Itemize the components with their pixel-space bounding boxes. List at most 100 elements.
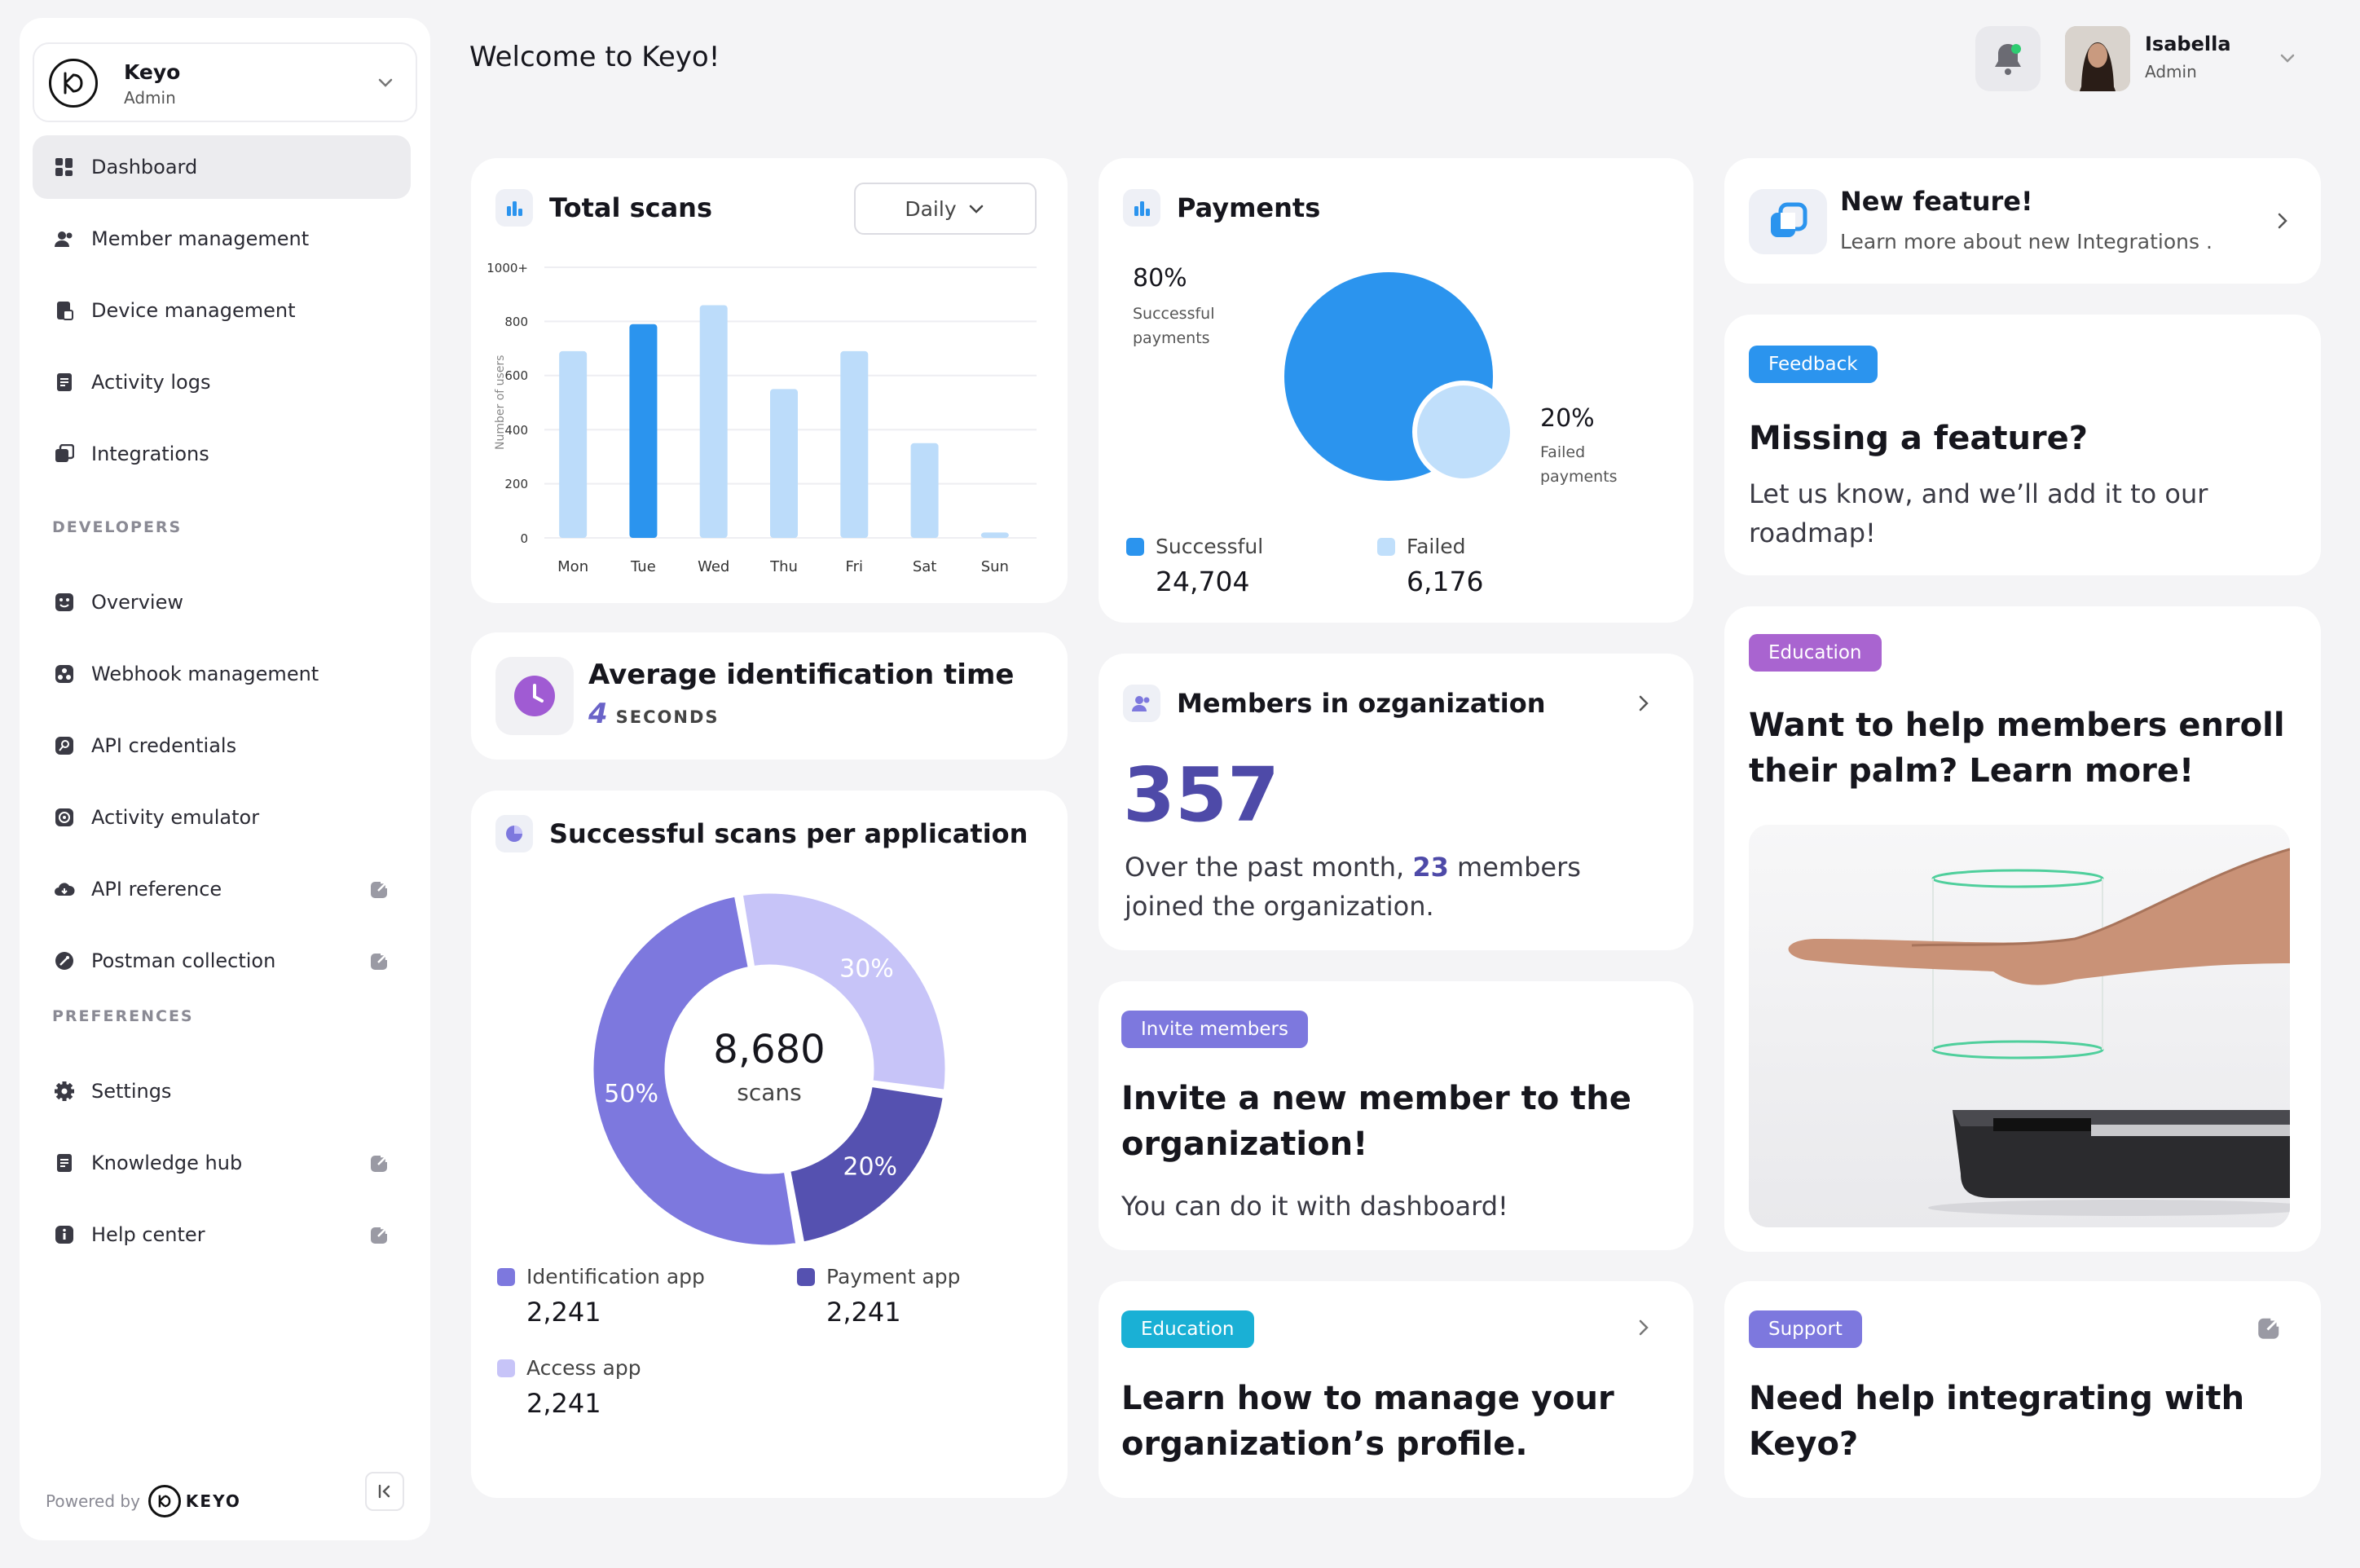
payments-title: Payments <box>1177 192 1321 223</box>
legend-label: Identification app <box>526 1265 705 1288</box>
legend-label: Access app <box>526 1356 641 1380</box>
powered-by: Powered by KEYO <box>46 1485 241 1517</box>
key-icon <box>54 735 75 756</box>
sidebar-item-activity-logs[interactable]: Activity logs <box>33 350 411 414</box>
account-switcher[interactable]: Keyo Admin <box>33 42 417 122</box>
dashboard-icon <box>54 156 75 178</box>
bar[interactable] <box>699 305 728 538</box>
x-tick-label: Fri <box>846 558 863 575</box>
user-photo <box>2065 26 2130 91</box>
donut-total-label: scans <box>737 1079 802 1106</box>
feedback-subtitle: Let us know, and we’ll add it to our road… <box>1749 478 2208 548</box>
members-icon <box>54 228 75 249</box>
x-tick-label: Wed <box>698 558 729 575</box>
education-palm-card[interactable]: Education Want to help members enroll the… <box>1724 606 2321 1252</box>
bar[interactable] <box>840 350 869 538</box>
chevron-down-icon <box>375 72 396 96</box>
bar[interactable] <box>559 350 588 538</box>
powered-by-label: Powered by <box>46 1491 140 1511</box>
total-scans-card: Total scans Daily Number of users 1000+ … <box>471 158 1068 603</box>
donut-slice[interactable] <box>590 892 800 1249</box>
chevron-right-icon[interactable] <box>2272 210 2293 231</box>
external-link-icon[interactable] <box>2257 1315 2282 1340</box>
success-value: 24,704 <box>1156 566 1250 597</box>
failed-percent: 20% <box>1540 404 1595 433</box>
legend-access: Access app 2,241 <box>497 1356 641 1419</box>
palm-scan-image <box>1749 825 2290 1227</box>
education-profile-card[interactable]: Education Learn how to manage your organi… <box>1099 1281 1693 1498</box>
notifications-button[interactable] <box>1975 26 2041 91</box>
education-profile-title: Learn how to manage your organization’s p… <box>1121 1380 1614 1463</box>
bar-chart-icon <box>1123 189 1160 227</box>
invite-card[interactable]: Invite members Invite a new member to th… <box>1099 981 1693 1250</box>
avg-time-card: Average identification time 4 SECONDS <box>471 632 1068 760</box>
sidebar-item-settings[interactable]: Settings <box>33 1059 411 1123</box>
new-members-count: 23 <box>1412 852 1449 883</box>
sidebar-item-api-reference[interactable]: API reference <box>33 857 411 921</box>
success-label: Successful <box>1156 535 1264 558</box>
failed-label: Failed <box>1407 535 1466 558</box>
scans-donut-chart: 50% 30% 20% <box>590 890 949 1249</box>
total-scans-title: Total scans <box>549 192 712 223</box>
support-title: Need help integrating with Keyo? <box>1749 1380 2245 1463</box>
sidebar-item-member-management[interactable]: Member management <box>33 207 411 271</box>
webhook-icon <box>54 663 75 685</box>
sidebar-item-integrations[interactable]: Integrations <box>33 422 411 486</box>
overview-icon <box>54 592 75 613</box>
external-link-icon <box>370 879 390 904</box>
sidebar-item-activity-emulator[interactable]: Activity emulator <box>33 786 411 849</box>
donut-slice[interactable] <box>786 1082 948 1247</box>
slice-label: 30% <box>839 954 894 983</box>
sidebar-item-webhook-management[interactable]: Webhook management <box>33 642 411 706</box>
sidebar-item-overview[interactable]: Overview <box>33 570 411 634</box>
sidebar-item-help-center[interactable]: Help center <box>33 1203 411 1266</box>
sidebar-item-knowledge-hub[interactable]: Knowledge hub <box>33 1131 411 1195</box>
bar[interactable] <box>980 532 1009 538</box>
legend-identification: Identification app 2,241 <box>497 1265 705 1328</box>
legend-value: 2,241 <box>526 1388 601 1419</box>
sidebar-item-api-credentials[interactable]: API credentials <box>33 714 411 777</box>
pie-chart-icon <box>495 815 533 852</box>
sidebar-item-label: Settings <box>91 1080 172 1103</box>
members-text: Over the past month, 23 members joined th… <box>1125 852 1581 922</box>
user-menu-chevron[interactable] <box>2277 47 2298 72</box>
x-tick-label: Sat <box>913 558 937 575</box>
chevron-right-icon[interactable] <box>1633 693 1654 714</box>
sidebar-item-label: Integrations <box>91 443 209 465</box>
sidebar-item-dashboard[interactable]: Dashboard <box>33 135 411 199</box>
sidebar-item-label: Overview <box>91 591 183 614</box>
avg-time-unit: SECONDS <box>615 707 720 727</box>
sidebar-item-label: Dashboard <box>91 156 198 178</box>
legend-label: Payment app <box>826 1265 961 1288</box>
gear-icon <box>54 1081 75 1102</box>
user-name: Isabella <box>2145 33 2231 55</box>
chevron-down-icon <box>969 205 983 214</box>
book-icon <box>54 1152 75 1174</box>
bar[interactable] <box>910 443 939 538</box>
x-tick-label: Mon <box>557 558 588 575</box>
sidebar-item-postman-collection[interactable]: Postman collection <box>33 929 411 993</box>
sidebar-item-device-management[interactable]: Device management <box>33 279 411 342</box>
bar[interactable] <box>629 324 658 538</box>
donut-slice[interactable] <box>738 890 949 1095</box>
sidebar-item-label: API credentials <box>91 734 237 757</box>
invite-subtitle: You can do it with dashboard! <box>1121 1191 1508 1222</box>
members-card[interactable]: Members in ozganization 357 Over the pas… <box>1099 654 1693 950</box>
payments-card: Payments 80% Successful payments 20% Fail… <box>1099 158 1693 623</box>
support-card[interactable]: Support Need help integrating with Keyo? <box>1724 1281 2321 1498</box>
period-select[interactable]: Daily <box>854 183 1037 235</box>
new-feature-card[interactable]: New feature! Learn more about new Integr… <box>1724 158 2321 284</box>
avatar[interactable] <box>2065 26 2130 91</box>
sidebar-item-label: Postman collection <box>91 949 276 972</box>
y-axis-ticks: 1000+ 800 600 400 200 0 <box>471 158 536 603</box>
feedback-card[interactable]: Feedback Missing a feature? Let us know,… <box>1724 315 2321 575</box>
sidebar-item-label: Help center <box>91 1223 205 1246</box>
slice-label: 20% <box>843 1152 897 1181</box>
chevron-right-icon[interactable] <box>1633 1317 1654 1338</box>
support-tag: Support <box>1749 1310 1862 1348</box>
device-icon <box>54 300 75 321</box>
account-name: Keyo <box>124 60 181 84</box>
members-title: Members in ozganization <box>1177 688 1546 719</box>
bar[interactable] <box>770 389 798 538</box>
collapse-sidebar-button[interactable] <box>365 1472 404 1511</box>
